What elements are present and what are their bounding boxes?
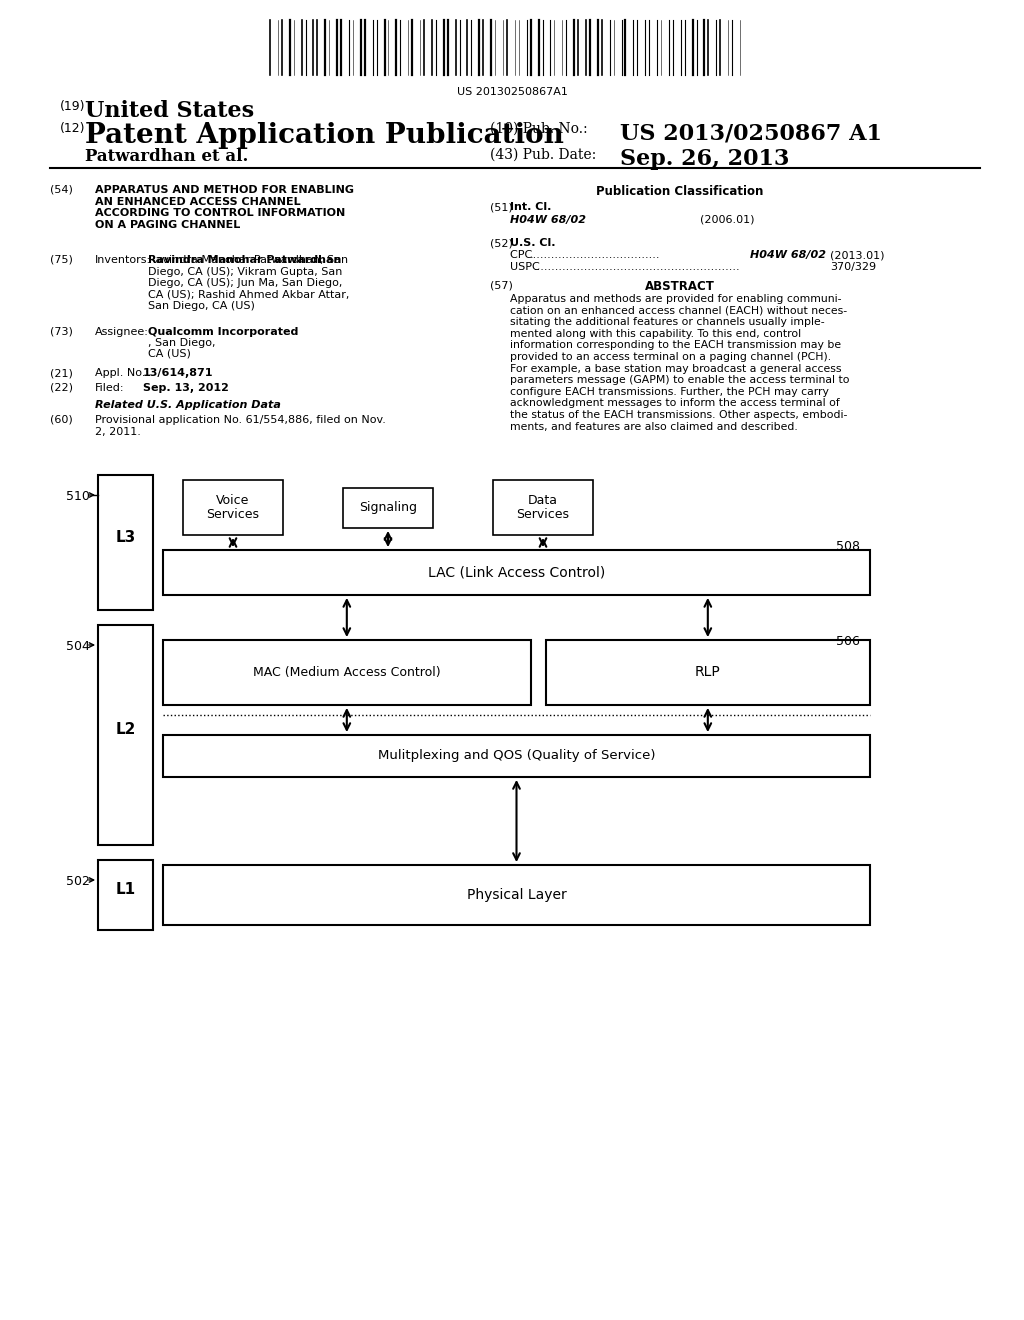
Text: Sep. 26, 2013: Sep. 26, 2013 [620,148,790,170]
Text: (21): (21) [50,368,73,378]
Text: (51): (51) [490,202,513,213]
Text: (43) Pub. Date:: (43) Pub. Date: [490,148,596,162]
Text: 508: 508 [836,540,860,553]
Bar [98,861,153,931]
Text: Related U.S. Application Data: Related U.S. Application Data [95,400,281,411]
Text: MAC (Medium Access Control): MAC (Medium Access Control) [253,667,440,678]
Text: LAC (Link Access Control): LAC (Link Access Control) [428,565,605,579]
Text: Sep. 13, 2012: Sep. 13, 2012 [143,383,229,393]
Text: (22): (22) [50,383,73,393]
Text: CPC: CPC [510,249,536,260]
Text: (60): (60) [50,414,73,425]
Text: Patent Application Publication: Patent Application Publication [85,121,564,149]
Text: US 2013/0250867 A1: US 2013/0250867 A1 [620,121,882,144]
Text: (57): (57) [490,280,513,290]
Text: APPARATUS AND METHOD FOR ENABLING
AN ENHANCED ACCESS CHANNEL
ACCORDING TO CONTRO: APPARATUS AND METHOD FOR ENABLING AN ENH… [95,185,354,230]
Text: ....................................: .................................... [530,249,660,260]
Text: Publication Classification: Publication Classification [596,185,764,198]
Text: Ravindra Manohar Patwardhan: Ravindra Manohar Patwardhan [148,255,341,265]
Text: (75): (75) [50,255,73,265]
Text: (73): (73) [50,327,73,337]
Text: 504: 504 [67,640,90,653]
Bar [343,488,433,528]
Text: 506: 506 [837,635,860,648]
Text: L2: L2 [116,722,136,738]
Text: 370/329: 370/329 [830,261,877,272]
Text: U.S. Cl.: U.S. Cl. [510,238,555,248]
Text: (10) Pub. No.:: (10) Pub. No.: [490,121,588,136]
Text: H04W 68/02: H04W 68/02 [510,215,586,224]
Text: L1: L1 [116,883,135,898]
Text: (52): (52) [490,238,513,248]
Text: Mulitplexing and QOS (Quality of Service): Mulitplexing and QOS (Quality of Service… [378,750,655,763]
Text: Voice
Services: Voice Services [207,494,259,521]
Text: Ravindra Manohar Patwardhan, San
Diego, CA (US); Vikram Gupta, San
Diego, CA (US: Ravindra Manohar Patwardhan, San Diego, … [148,255,349,312]
Text: Filed:: Filed: [95,383,125,393]
Text: 13/614,871: 13/614,871 [143,368,213,378]
Text: (12): (12) [60,121,85,135]
Text: Qualcomm Incorporated: Qualcomm Incorporated [148,327,298,337]
Text: Provisional application No. 61/554,886, filed on Nov.
2, 2011.: Provisional application No. 61/554,886, … [95,414,386,437]
Bar [163,550,870,595]
Text: ABSTRACT: ABSTRACT [645,280,715,293]
Bar [98,624,153,845]
Text: RLP: RLP [695,665,721,680]
Text: H04W 68/02: H04W 68/02 [750,249,826,260]
Text: 510: 510 [67,490,90,503]
Bar [163,640,530,705]
Text: Signaling: Signaling [359,502,417,515]
Text: 502: 502 [67,875,90,888]
Text: (2013.01): (2013.01) [830,249,885,260]
Text: Assignee:: Assignee: [95,327,148,337]
Bar [163,735,870,777]
Text: Patwardhan et al.: Patwardhan et al. [85,148,249,165]
Text: CA (US): CA (US) [148,348,190,359]
Text: Apparatus and methods are provided for enabling communi-
cation on an enhanced a: Apparatus and methods are provided for e… [510,294,850,432]
Bar [546,640,870,705]
Text: (2006.01): (2006.01) [700,215,755,224]
Text: Data
Services: Data Services [516,494,569,521]
Text: United States: United States [85,100,254,121]
Text: Physical Layer: Physical Layer [467,888,566,902]
Bar [493,480,593,535]
Bar [98,475,153,610]
Text: , San Diego,: , San Diego, [148,338,215,348]
Text: Int. Cl.: Int. Cl. [510,202,551,213]
Text: USPC: USPC [510,261,544,272]
Text: US 20130250867A1: US 20130250867A1 [457,87,567,96]
Text: Appl. No.:: Appl. No.: [95,368,153,378]
Text: (54): (54) [50,185,73,195]
Text: .........................................................: ........................................… [534,261,740,272]
Text: L3: L3 [116,531,135,545]
Bar [183,480,283,535]
Text: Inventors:: Inventors: [95,255,152,265]
Bar [163,865,870,925]
Text: (19): (19) [60,100,85,114]
